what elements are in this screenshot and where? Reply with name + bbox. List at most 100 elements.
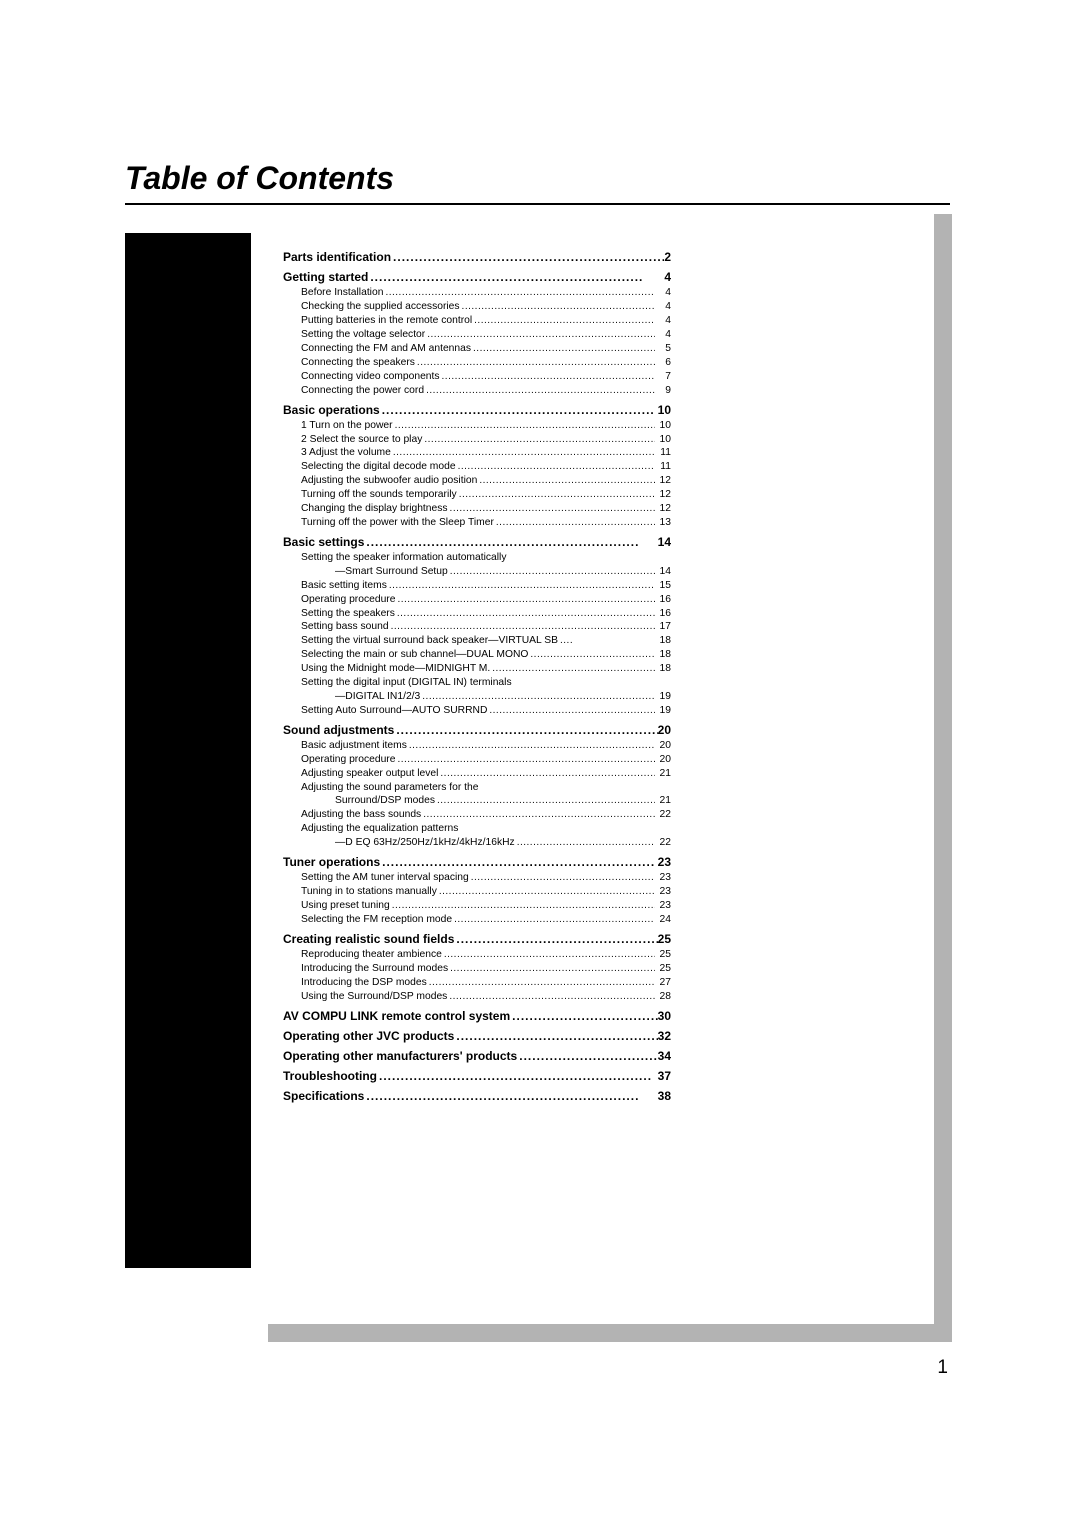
table-of-contents: Parts identification ...................… bbox=[251, 233, 711, 1268]
toc-section-page: 37 bbox=[658, 1068, 671, 1084]
toc-sub-item: Putting batteries in the remote control … bbox=[283, 314, 671, 328]
toc-section-page: 38 bbox=[658, 1088, 671, 1104]
toc-leader-dots: ........................................… bbox=[517, 1048, 657, 1064]
toc-sub-item: Turning off the power with the Sleep Tim… bbox=[283, 516, 671, 530]
toc-section-label: Basic operations bbox=[283, 402, 380, 418]
toc-leader-dots: ........................................… bbox=[515, 836, 655, 850]
toc-leader-dots: ........................................… bbox=[420, 690, 655, 704]
toc-sub-label: Putting batteries in the remote control bbox=[301, 314, 472, 328]
toc-section: Basic operations .......................… bbox=[283, 402, 671, 530]
toc-sub-label: Checking the supplied accessories bbox=[301, 300, 460, 314]
toc-sub-page: 18 bbox=[655, 662, 671, 676]
toc-leader-dots: ........................................… bbox=[454, 1028, 657, 1044]
toc-sub-item: Basic adjustment items .................… bbox=[283, 739, 671, 753]
toc-sub-page: 21 bbox=[655, 767, 671, 781]
toc-sub-label: Operating procedure bbox=[301, 593, 395, 607]
toc-sub-label: Introducing the Surround modes bbox=[301, 962, 448, 976]
toc-leader-dots: ........................................… bbox=[456, 460, 655, 474]
toc-section-header: Sound adjustments ......................… bbox=[283, 722, 671, 738]
toc-sub-label: Adjusting speaker output level bbox=[301, 767, 438, 781]
toc-sub-item: Introducing the Surround modes .........… bbox=[283, 962, 671, 976]
toc-leader-dots: ........................................… bbox=[415, 356, 655, 370]
content-area: Parts identification ...................… bbox=[125, 233, 950, 1268]
toc-sub-label: Before Installation bbox=[301, 286, 383, 300]
toc-leader-dots: ........................................… bbox=[472, 314, 655, 328]
toc-section-header: Operating other manufacturers' products … bbox=[283, 1048, 671, 1064]
toc-section: Creating realistic sound fields ........… bbox=[283, 931, 671, 1004]
toc-sub-page: 4 bbox=[655, 328, 671, 342]
toc-sub-label: Reproducing theater ambience bbox=[301, 948, 442, 962]
toc-section-label: Basic settings bbox=[283, 534, 364, 550]
toc-section: Basic settings .........................… bbox=[283, 534, 671, 718]
toc-leader-dots: ........................................… bbox=[391, 249, 664, 265]
toc-sub-page: 4 bbox=[655, 314, 671, 328]
toc-section-label: Operating other manufacturers' products bbox=[283, 1048, 517, 1064]
toc-sub-item: Adjusting speaker output level .........… bbox=[283, 767, 671, 781]
toc-sub-item: Checking the supplied accessories ......… bbox=[283, 300, 671, 314]
toc-section-page: 25 bbox=[658, 931, 671, 947]
toc-leader-dots: ........................................… bbox=[437, 885, 655, 899]
toc-leader-dots: ........................................… bbox=[435, 794, 655, 808]
toc-sub-item: Setting the voltage selector ...........… bbox=[283, 328, 671, 342]
toc-leader-dots: ........................................… bbox=[494, 516, 655, 530]
toc-section-header: Specifications .........................… bbox=[283, 1088, 671, 1104]
toc-section-label: Tuner operations bbox=[283, 854, 380, 870]
toc-sub-label: Using the Surround/DSP modes bbox=[301, 990, 447, 1004]
toc-sub-item: Using the Midnight mode—MIDNIGHT M. ....… bbox=[283, 662, 671, 676]
toc-sub-item: Connecting video components ............… bbox=[283, 370, 671, 384]
toc-sub-item: Setting the digital input (DIGITAL IN) t… bbox=[283, 676, 671, 690]
toc-sub-page: 23 bbox=[655, 885, 671, 899]
toc-sub-page: 10 bbox=[655, 433, 671, 447]
toc-sub-label: 1 Turn on the power bbox=[301, 419, 393, 433]
toc-sub-item: —Smart Surround Setup ..................… bbox=[283, 565, 671, 579]
toc-section-page: 14 bbox=[658, 534, 671, 550]
toc-leader-dots: ........................................… bbox=[395, 607, 655, 621]
toc-sub-item: Basic setting items ....................… bbox=[283, 579, 671, 593]
right-gray-bar bbox=[934, 214, 952, 1342]
toc-section-header: Troubleshooting ........................… bbox=[283, 1068, 671, 1084]
toc-sub-item: Turning off the sounds temporarily .....… bbox=[283, 488, 671, 502]
toc-sub-page: 22 bbox=[655, 808, 671, 822]
toc-leader-dots: ........................................… bbox=[387, 579, 655, 593]
toc-section-header: Tuner operations .......................… bbox=[283, 854, 671, 870]
toc-section-header: Creating realistic sound fields ........… bbox=[283, 931, 671, 947]
toc-sub-page: 12 bbox=[655, 488, 671, 502]
toc-leader-dots: ........................................… bbox=[380, 402, 658, 418]
toc-sub-page: 6 bbox=[655, 356, 671, 370]
toc-sub-page: 10 bbox=[655, 419, 671, 433]
toc-sub-page: 25 bbox=[655, 962, 671, 976]
toc-sub-item: Changing the display brightness ........… bbox=[283, 502, 671, 516]
toc-sub-item: Adjusting the subwoofer audio position .… bbox=[283, 474, 671, 488]
toc-section-label: Sound adjustments bbox=[283, 722, 394, 738]
toc-leader-dots: ........................................… bbox=[452, 913, 655, 927]
toc-sub-item: Adjusting the sound parameters for the bbox=[283, 781, 671, 795]
toc-sub-label: Basic adjustment items bbox=[301, 739, 407, 753]
toc-sub-page: 23 bbox=[655, 899, 671, 913]
toc-leader-dots: ........................................… bbox=[490, 662, 655, 676]
toc-sub-label: Operating procedure bbox=[301, 753, 395, 767]
toc-sub-item: —DIGITAL IN1/2/3 .......................… bbox=[283, 690, 671, 704]
toc-section-label: Parts identification bbox=[283, 249, 391, 265]
toc-leader-dots: ........................................… bbox=[383, 286, 655, 300]
toc-sub-page: 15 bbox=[655, 579, 671, 593]
toc-leader-dots: ........................................… bbox=[425, 328, 655, 342]
toc-section-label: Getting started bbox=[283, 269, 368, 285]
toc-leader-dots: ........................................… bbox=[469, 871, 655, 885]
toc-section-label: Troubleshooting bbox=[283, 1068, 377, 1084]
toc-sub-label: Setting the AM tuner interval spacing bbox=[301, 871, 469, 885]
toc-sub-item: Connecting the FM and AM antennas ......… bbox=[283, 342, 671, 356]
toc-sub-page: 18 bbox=[655, 648, 671, 662]
toc-sub-item: Tuning in to stations manually .........… bbox=[283, 885, 671, 899]
toc-leader-dots: ........................................… bbox=[389, 620, 655, 634]
toc-sub-label: 3 Adjust the volume bbox=[301, 446, 391, 460]
toc-sub-page: 4 bbox=[655, 286, 671, 300]
toc-sub-page: 19 bbox=[655, 704, 671, 718]
toc-sub-page: 5 bbox=[655, 342, 671, 356]
toc-leader-dots: ........................................… bbox=[471, 342, 655, 356]
toc-leader-dots: ........................................… bbox=[395, 593, 655, 607]
toc-section-page: 4 bbox=[664, 269, 671, 285]
toc-leader-dots: ........................................… bbox=[448, 962, 655, 976]
bottom-gray-bar bbox=[268, 1324, 952, 1342]
toc-leader-dots: ........................................… bbox=[424, 384, 655, 398]
toc-sub-page: 23 bbox=[655, 871, 671, 885]
